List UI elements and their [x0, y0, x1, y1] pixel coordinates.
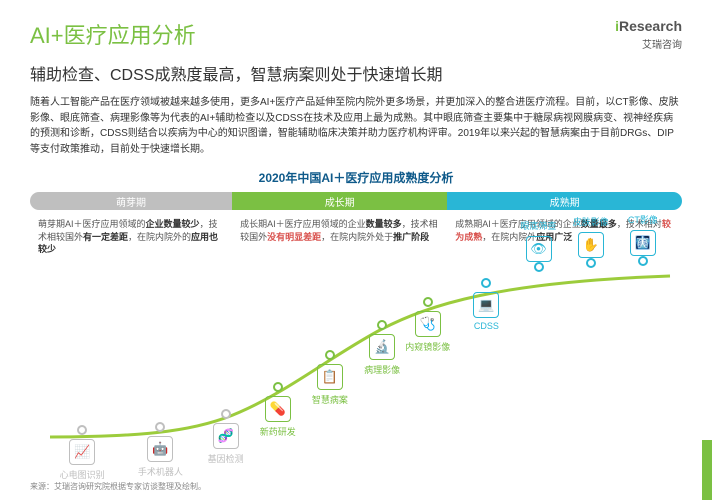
node-病理影像: 🔬 病理影像: [357, 320, 407, 376]
node-dot: [586, 258, 596, 268]
body-paragraph: 随着人工智能产品在医疗领域被越来越多使用，更多AI+医疗产品延伸至院内院外更多场…: [30, 95, 682, 157]
node-label: 眼底筛查: [521, 219, 557, 232]
node-icon: 🧬: [213, 423, 239, 449]
node-label: 皮肤影像: [573, 215, 609, 228]
logo: iResearch 艾瑞咨询: [615, 18, 682, 51]
node-内窥镜影像: 🩺 内窥镜影像: [403, 297, 453, 353]
node-基因检测: 🧬 基因检测: [201, 409, 251, 465]
node-手术机器人: 🤖 手术机器人: [135, 422, 185, 478]
phase-bar: 萌芽期成长期成熟期: [30, 192, 682, 210]
node-icon: ✋: [578, 232, 604, 258]
phase-desc-0: 萌芽期AI＋医疗应用领域的企业数量较少，技术相较国外有一定差距，在院内院外的应用…: [30, 216, 232, 258]
node-icon: 📈: [69, 439, 95, 465]
node-dot: [273, 382, 283, 392]
node-label: 智慧病案: [312, 393, 348, 406]
subtitle: 辅助检查、CDSS成熟度最高，智慧病案则处于快速增长期: [30, 61, 682, 85]
node-dot: [155, 422, 165, 432]
node-智慧病案: 📋 智慧病案: [305, 350, 355, 406]
chart-title: 2020年中国AI＋医疗应用成熟度分析: [30, 169, 682, 186]
node-icon: 👁: [526, 236, 552, 262]
node-icon: 🩺: [415, 311, 441, 337]
phase-desc-1: 成长期AI＋医疗应用领域的企业数量较多，技术相较国外没有明显差距，在院内院外处于…: [232, 216, 447, 258]
accent-bar: [702, 440, 712, 500]
node-label: 新药研发: [260, 425, 296, 438]
maturity-chart: 📈心电图识别🤖手术机器人🧬基因检测💊新药研发📋智慧病案🔬病理影像🩺内窥镜影像💻C…: [30, 262, 682, 452]
phase-segment-0: 萌芽期: [30, 192, 232, 210]
node-label: CT影像: [628, 213, 658, 226]
node-dot: [423, 297, 433, 307]
node-心电图识别: 📈 心电图识别: [57, 425, 107, 481]
source-note: 来源：艾瑞咨询研究院根据专家访谈整理及绘制。: [30, 481, 206, 492]
node-dot: [534, 262, 544, 272]
node-label: 手术机器人: [138, 465, 183, 478]
node-icon: 🔬: [369, 334, 395, 360]
logo-sub: 艾瑞咨询: [615, 36, 682, 51]
node-dot: [325, 350, 335, 360]
node-新药研发: 💊 新药研发: [253, 382, 303, 438]
node-label: 心电图识别: [60, 468, 105, 481]
page-title: AI+医疗应用分析: [30, 18, 196, 50]
node-icon: 🤖: [147, 436, 173, 462]
node-眼底筛查: 眼底筛查 👁: [514, 216, 564, 272]
node-icon: 📋: [317, 364, 343, 390]
node-dot: [377, 320, 387, 330]
node-CT影像: CT影像 🩻: [618, 210, 668, 266]
node-label: 内窥镜影像: [405, 340, 450, 353]
node-皮肤影像: 皮肤影像 ✋: [566, 212, 616, 268]
node-label: 基因检测: [208, 452, 244, 465]
node-CDSS: 💻 CDSS: [461, 278, 511, 331]
node-dot: [481, 278, 491, 288]
node-dot: [638, 256, 648, 266]
phase-segment-2: 成熟期: [447, 192, 682, 210]
node-label: CDSS: [474, 321, 499, 331]
node-icon: 💊: [265, 396, 291, 422]
logo-brand: iResearch: [615, 18, 682, 34]
phase-segment-1: 成长期: [232, 192, 447, 210]
node-dot: [77, 425, 87, 435]
node-dot: [221, 409, 231, 419]
node-label: 病理影像: [364, 363, 400, 376]
node-icon: 🩻: [630, 230, 656, 256]
node-icon: 💻: [473, 292, 499, 318]
